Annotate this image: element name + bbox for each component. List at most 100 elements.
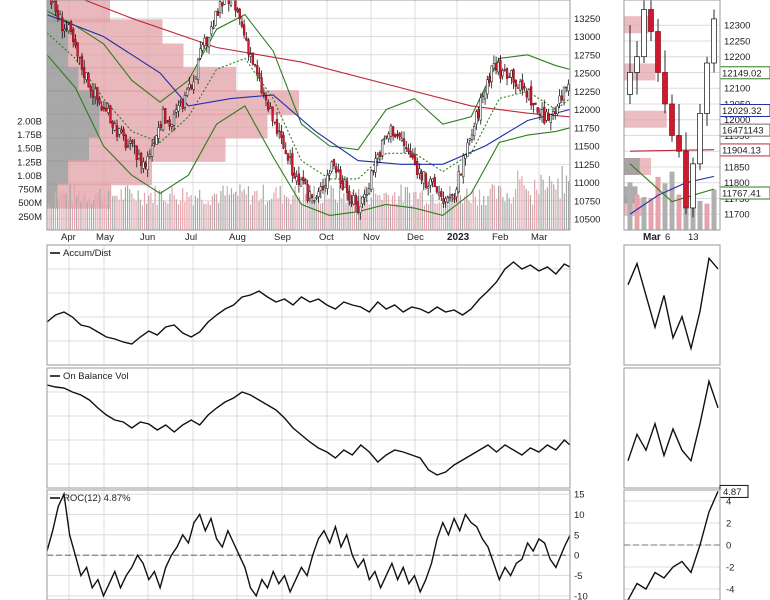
candle-body <box>440 191 443 197</box>
candle-body <box>416 161 419 176</box>
volume-bar <box>411 205 413 230</box>
obv-zoom-frame <box>623 367 721 489</box>
candle-body <box>153 142 156 144</box>
price-tick-label: 12000 <box>574 105 600 116</box>
candle-body <box>313 200 316 202</box>
candle-body <box>306 184 309 202</box>
volume-bar <box>158 190 160 230</box>
candle-body <box>150 145 154 157</box>
candle-body <box>72 28 75 42</box>
candle-body <box>299 179 303 187</box>
candle-body <box>179 101 182 103</box>
candle-body <box>494 62 498 71</box>
candle-body <box>238 8 241 20</box>
candle-body <box>378 151 382 157</box>
volume-bar <box>434 203 436 230</box>
volume-bar <box>506 192 508 230</box>
candle-body <box>427 186 430 189</box>
candle-body <box>490 65 493 83</box>
roc-panel: 15 10 5 0 -5 -10 ROC(12) 4.87% <box>46 489 588 600</box>
volume-bar <box>563 193 565 230</box>
candle-body <box>540 109 544 117</box>
volume-bar <box>500 186 502 230</box>
candle-body <box>326 174 329 189</box>
candle-body <box>372 170 375 172</box>
candle-body <box>146 156 149 170</box>
price-plot-frame <box>46 0 571 231</box>
volume-bar <box>218 202 220 230</box>
candle-body <box>475 111 478 125</box>
candle-body <box>437 192 441 196</box>
candle-body <box>284 150 287 154</box>
volume-bar <box>510 203 512 230</box>
candle-body <box>302 176 305 182</box>
zoom-candle-body <box>662 72 668 105</box>
volume-bar <box>252 195 254 230</box>
candle-body <box>54 0 57 13</box>
moving-average-50-line <box>46 14 571 165</box>
candle-body <box>229 0 233 6</box>
volume-bar <box>478 189 481 230</box>
candle-body <box>394 133 397 138</box>
candle-body <box>139 152 143 166</box>
volume-bar <box>332 188 334 230</box>
volume-by-price-up-bar <box>47 183 58 209</box>
candle-body <box>131 139 134 145</box>
candle-body <box>203 37 206 46</box>
candle-body <box>473 126 476 137</box>
volume-bar <box>226 186 228 230</box>
volume-bar <box>345 202 347 230</box>
candle-body <box>554 111 557 114</box>
volume-bar <box>167 203 169 230</box>
x-tick-label: Apr <box>61 232 76 243</box>
accum-dist-frame <box>46 244 571 366</box>
candle-body <box>330 161 333 172</box>
candle-body <box>477 109 480 118</box>
volume-bar <box>487 196 489 230</box>
volume-bar <box>328 198 330 230</box>
volume-bar <box>315 197 317 230</box>
candle-body <box>275 119 279 134</box>
zoom-ma50-line <box>629 175 715 215</box>
volume-bar <box>154 185 156 230</box>
zoom-volume-bar <box>648 198 654 230</box>
volume-bar <box>73 184 76 230</box>
price-tick-label: 12500 <box>574 69 600 80</box>
volume-bar <box>156 204 158 230</box>
candle-body <box>451 194 454 197</box>
volume-bar <box>464 196 466 230</box>
candle-body <box>536 107 539 113</box>
volume-bar <box>82 195 84 230</box>
volume-bar <box>317 187 319 230</box>
volume-bar <box>190 195 192 230</box>
volume-bar <box>538 194 540 230</box>
candle-body <box>280 131 283 138</box>
candle-body <box>523 86 526 89</box>
candle-body <box>269 106 272 109</box>
candle-body <box>547 113 550 121</box>
volume-tick-label: 750M <box>18 185 42 196</box>
volume-bar <box>88 197 91 230</box>
volume-bar <box>186 191 188 230</box>
zoom-volume-by-price-bar <box>624 110 667 128</box>
candle-body <box>385 135 388 138</box>
volume-bar <box>406 186 409 230</box>
price-tick-label: 11750 <box>574 123 600 134</box>
candle-body <box>479 97 482 121</box>
price-tick-label: 13250 <box>574 14 600 25</box>
candle-body <box>253 64 257 66</box>
price-panel: 13250 13000 12750 12500 12250 12000 11750 11500… <box>17 0 600 243</box>
zoom-candle-body <box>676 135 682 152</box>
candle-body <box>567 84 570 92</box>
roc-zoom-line <box>627 491 719 600</box>
roc-tick-label: 0 <box>574 551 579 562</box>
candle-body <box>89 86 92 91</box>
volume-bar <box>476 205 479 230</box>
volume-bar <box>69 184 71 230</box>
volume-bar <box>398 196 400 230</box>
volume-bar <box>375 193 377 230</box>
candle-body <box>234 0 237 11</box>
volume-bar <box>135 200 137 230</box>
volume-bar <box>459 195 462 230</box>
volume-bar <box>423 205 426 230</box>
